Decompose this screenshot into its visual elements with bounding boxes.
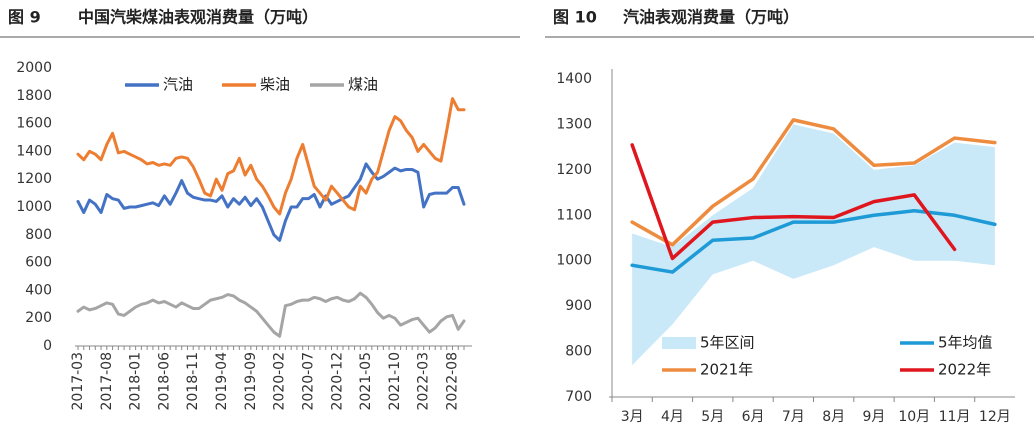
x-tick-label: 2017-03 (70, 352, 86, 411)
legend-label: 2022年 (938, 361, 991, 379)
y-tick-label: 200 (25, 310, 52, 326)
series-line (76, 291, 466, 338)
x-tick-label: 2020-07 (300, 352, 316, 411)
legend-label: 汽油 (163, 76, 193, 94)
series-line (76, 97, 466, 216)
x-tick-label: 2018-11 (185, 352, 201, 411)
y-tick-label: 0 (43, 338, 52, 354)
x-tick-label: 2018-06 (156, 352, 172, 411)
x-tick-label: 2021-05 (358, 352, 374, 411)
x-tick-label: 2022-08 (444, 352, 460, 411)
x-tick-label: 10月 (898, 409, 930, 425)
x-tick-label: 2020-12 (329, 352, 345, 411)
legend-label: 煤油 (348, 76, 378, 94)
range-band (632, 124, 995, 366)
y-tick-label: 900 (565, 298, 592, 314)
y-tick-label: 1200 (16, 171, 52, 187)
x-tick-label: 4月 (661, 409, 684, 425)
x-tick-label: 2022-03 (416, 352, 432, 411)
y-tick-label: 1800 (16, 88, 52, 104)
y-tick-label: 400 (25, 282, 52, 298)
y-tick-label: 1000 (556, 253, 592, 269)
x-tick-label: 2019-04 (214, 352, 230, 411)
legend-swatch (662, 337, 696, 349)
y-tick-label: 800 (25, 227, 52, 243)
legend-label: 2021年 (700, 361, 753, 379)
figure-number: 图 9 (8, 8, 41, 27)
x-tick-label: 11月 (939, 409, 971, 425)
legend-label: 5年均值 (938, 334, 993, 352)
y-tick-label: 1200 (556, 162, 592, 178)
series-line (630, 143, 957, 261)
y-tick-label: 2000 (16, 60, 52, 76)
x-tick-label: 2017-08 (99, 352, 115, 411)
chart-title: 汽油表观消费量（万吨） (623, 8, 799, 27)
x-tick-label: 5月 (701, 409, 724, 425)
x-tick-label: 7月 (782, 409, 805, 425)
series-line (630, 118, 997, 247)
x-tick-label: 2020-02 (272, 352, 288, 411)
y-tick-label: 1000 (16, 199, 52, 215)
series-line (630, 208, 997, 274)
y-tick-label: 800 (565, 344, 592, 360)
chart: 图 9 中国汽柴煤油表观消费量（万吨） 0 200 400 600 800 1000 1200 1… (0, 8, 520, 411)
x-tick-label: 2021-10 (387, 352, 403, 411)
y-tick-label: 1400 (16, 143, 52, 159)
chart: 图 10 汽油表观消费量（万吨） 700 800 900 1000 1100 1200 1300… (545, 8, 1034, 425)
y-tick-label: 1400 (556, 71, 592, 87)
legend-label: 柴油 (260, 76, 290, 94)
x-tick-label: 2018-01 (128, 352, 144, 411)
x-tick-label: 6月 (742, 409, 765, 425)
chart-title: 中国汽柴煤油表观消费量（万吨） (78, 8, 318, 27)
series-line (76, 162, 466, 242)
x-tick-label: 2019-09 (243, 352, 259, 411)
y-tick-label: 600 (25, 255, 52, 271)
y-tick-label: 1300 (556, 116, 592, 132)
figure-number: 图 10 (553, 8, 597, 27)
legend-label: 5年区间 (700, 334, 755, 352)
x-tick-label: 3月 (621, 409, 644, 425)
y-tick-label: 1100 (556, 207, 592, 223)
x-tick-label: 9月 (862, 409, 885, 425)
x-tick-label: 12月 (979, 409, 1011, 425)
y-tick-label: 1600 (16, 116, 52, 132)
y-tick-label: 700 (565, 389, 592, 405)
x-tick-label: 8月 (822, 409, 845, 425)
